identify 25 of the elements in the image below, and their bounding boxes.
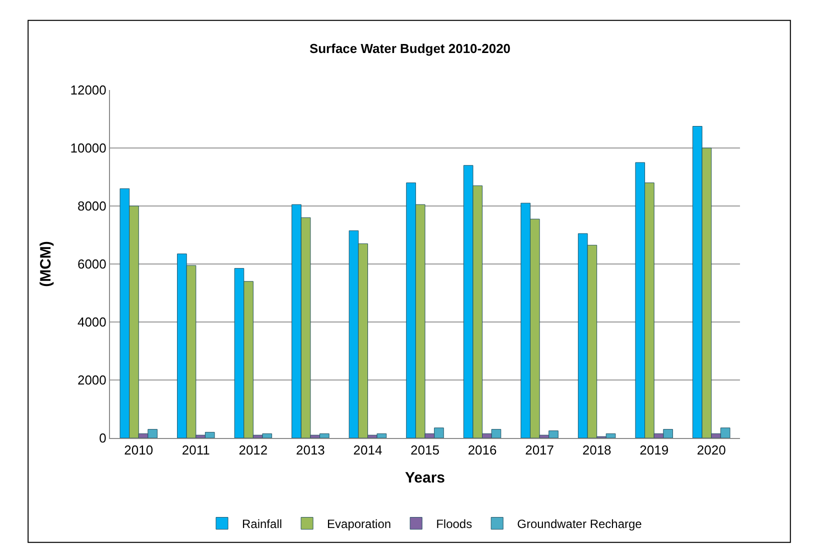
x-tick-label: 2012 bbox=[238, 442, 268, 458]
legend-label: Groundwater Recharge bbox=[517, 516, 642, 531]
x-tick-label: 2020 bbox=[696, 442, 726, 458]
x-axis-title: Years bbox=[404, 470, 446, 487]
x-tick-label: 2011 bbox=[182, 442, 210, 458]
x-tick-label: 2017 bbox=[525, 442, 554, 458]
x-tick-label: 2015 bbox=[410, 442, 440, 458]
legend-label: Evaporation bbox=[327, 516, 392, 531]
x-tick-label: 2016 bbox=[468, 442, 497, 458]
y-tick-label: 12000 bbox=[70, 82, 106, 98]
y-tick-label: 6000 bbox=[77, 256, 106, 272]
y-tick-label: 8000 bbox=[77, 198, 106, 214]
y-tick-label: 0 bbox=[99, 430, 106, 446]
y-tick-label: 4000 bbox=[77, 314, 106, 330]
legend-label: Rainfall bbox=[242, 516, 282, 531]
y-tick-label: 10000 bbox=[70, 140, 106, 156]
x-tick-label: 2018 bbox=[582, 442, 612, 458]
legend-label: Floods bbox=[436, 516, 472, 531]
x-tick-label: 2013 bbox=[296, 442, 325, 458]
y-axis-title: (MCM) bbox=[37, 241, 54, 287]
y-tick-label: 2000 bbox=[77, 372, 106, 388]
x-tick-label: 2010 bbox=[124, 442, 154, 458]
chart-title: Surface Water Budget 2010-2020 bbox=[309, 41, 511, 56]
x-tick-label: 2014 bbox=[353, 442, 382, 458]
x-tick-label: 2019 bbox=[640, 442, 669, 458]
